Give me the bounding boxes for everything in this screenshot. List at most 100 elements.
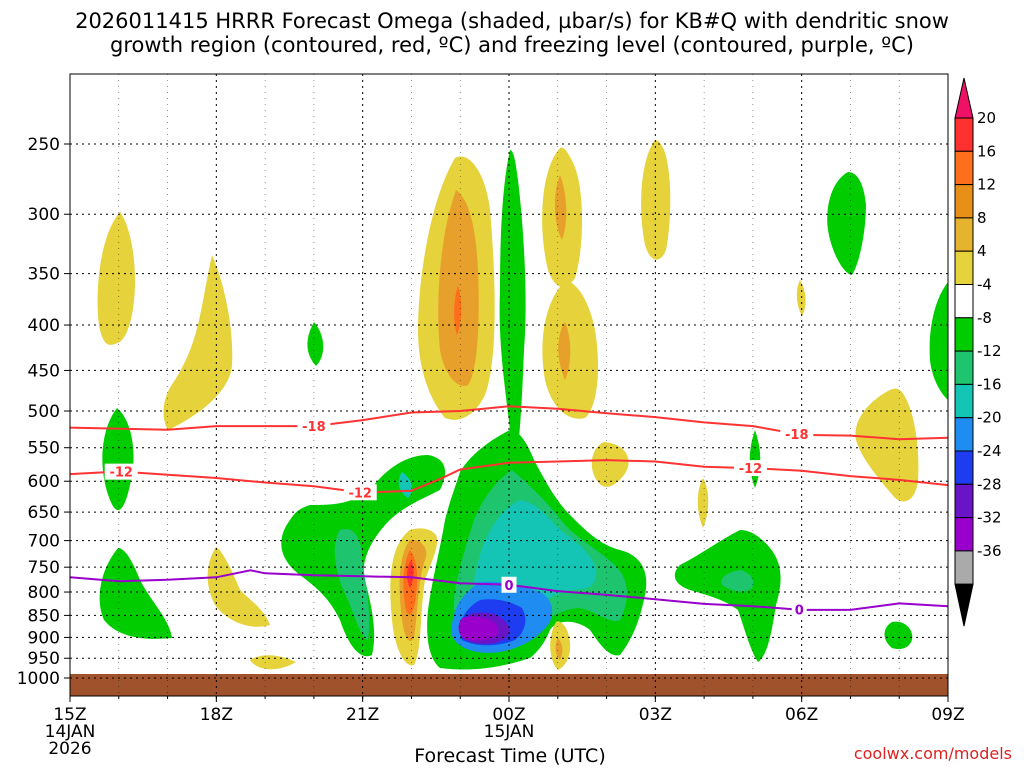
omega-region-green-left-low bbox=[99, 548, 172, 639]
contour-label-dgz-top: -18 bbox=[785, 428, 809, 443]
y-tick-label: 750 bbox=[28, 558, 60, 578]
colorbar-label: -12 bbox=[977, 342, 1002, 360]
chart-title-line-1: 2026011415 HRRR Forecast Omega (shaded, … bbox=[75, 9, 949, 33]
x-tick-label-09Z: 09Z bbox=[931, 705, 964, 725]
chart-title-line-2: growth region (contoured, red, ºC) and f… bbox=[110, 33, 914, 57]
y-tick-label: 450 bbox=[28, 361, 60, 381]
omega-region-yellow-left-top bbox=[97, 212, 135, 345]
x-tick-label-15Z: 15Z bbox=[53, 705, 86, 725]
colorbar-label: 12 bbox=[977, 176, 996, 194]
contour-label-dgz-bottom: -12 bbox=[348, 486, 372, 501]
x-tick-label-06Z: 06Z bbox=[785, 705, 818, 725]
colorbar: 20 16 12 8 4 -4 -8 -12 -16 -20 -24 -28 -32 -36 bbox=[954, 77, 1002, 627]
y-axis: 2503003504004505005506006507007508008509… bbox=[17, 135, 70, 689]
colorbar-box bbox=[954, 217, 974, 252]
colorbar-label: 16 bbox=[977, 142, 996, 160]
colorbar-box bbox=[954, 417, 974, 452]
contour-label-bg bbox=[104, 463, 138, 480]
colorbar-box bbox=[954, 450, 974, 485]
y-tick-label: 500 bbox=[28, 402, 60, 422]
contour-label-bg bbox=[501, 576, 517, 593]
omega-region-yellow-08z bbox=[855, 388, 919, 502]
credit-text: coolwx.com/models bbox=[854, 744, 1012, 763]
colorbar-label: -32 bbox=[977, 509, 1002, 527]
omega-region-green-left bbox=[102, 408, 134, 511]
y-tick-label: 550 bbox=[28, 439, 60, 459]
x-axis-title: Forecast Time (UTC) bbox=[414, 745, 605, 767]
omega-region-green-05z-low bbox=[674, 530, 781, 662]
x-tick-year: 2026 bbox=[48, 739, 91, 759]
omega-region-teal-mid-left bbox=[334, 529, 370, 640]
y-tick-label: 350 bbox=[28, 265, 60, 285]
omega-region-green-small-400 bbox=[307, 322, 324, 366]
omega-region-green-column-00z bbox=[499, 150, 526, 470]
omega-region-yellow-left-mid bbox=[163, 255, 233, 430]
colorbar-top-arrow bbox=[954, 77, 974, 119]
contour-label-dgz-bottom: -12 bbox=[739, 462, 763, 477]
omega-shading bbox=[97, 140, 948, 670]
omega-region-yellow-03z-top bbox=[641, 140, 671, 260]
contour-label-dgz-top: -18 bbox=[302, 420, 326, 435]
colorbar-box bbox=[954, 117, 974, 152]
contour-dgz-bottom bbox=[69, 459, 949, 494]
x-tick-date: 14JAN bbox=[45, 722, 96, 742]
y-tick-label: 800 bbox=[28, 583, 60, 603]
omega-region-violet-low-center bbox=[458, 616, 499, 641]
y-tick-label: 600 bbox=[28, 472, 60, 492]
colorbar-box bbox=[954, 517, 974, 552]
y-tick-label: 250 bbox=[28, 135, 60, 155]
y-tick-label: 900 bbox=[28, 628, 60, 648]
x-tick-label-21Z: 21Z bbox=[346, 705, 379, 725]
omega-region-orange-01z-upper bbox=[554, 175, 567, 240]
omega-region-orange-01z-low bbox=[555, 638, 563, 660]
colorbar-box bbox=[954, 483, 974, 519]
x-tick-label-03Z: 03Z bbox=[639, 705, 672, 725]
y-tick-label: 400 bbox=[28, 316, 60, 336]
colorbar-label: 8 bbox=[977, 209, 987, 227]
colorbar-label: 20 bbox=[977, 109, 996, 127]
omega-region-darkorange-tall-23z bbox=[454, 286, 462, 335]
omega-region-green-08z-low bbox=[884, 621, 913, 650]
colorbar-label: -20 bbox=[977, 409, 1002, 427]
y-tick-label: 700 bbox=[28, 532, 60, 552]
colorbar-box bbox=[954, 550, 974, 585]
contour-label-bg bbox=[297, 418, 331, 435]
y-tick-label: 650 bbox=[28, 503, 60, 523]
omega-region-yellow-bottom-small bbox=[250, 655, 296, 670]
omega-region-red-22z-low bbox=[407, 560, 414, 588]
omega-region-green-07z-top bbox=[827, 172, 866, 275]
y-tick-label: 950 bbox=[28, 649, 60, 669]
x-tick-label-18Z: 18Z bbox=[200, 705, 233, 725]
contour-label-bg bbox=[733, 460, 767, 477]
contours: -18 -18 -12 -12 -12 0 0 bbox=[69, 405, 949, 619]
colorbar-box bbox=[954, 184, 974, 219]
colorbar-bottom-arrow bbox=[954, 583, 974, 627]
contour-label-dgz-bottom: -12 bbox=[109, 466, 133, 481]
omega-region-yellow-02z-600 bbox=[591, 442, 629, 487]
colorbar-label: -16 bbox=[977, 375, 1002, 393]
colorbar-label: -4 bbox=[977, 276, 992, 294]
colorbar-box bbox=[954, 150, 974, 186]
omega-region-teal-05z-low bbox=[721, 570, 754, 592]
colorbar-box bbox=[954, 350, 974, 385]
omega-region-orange-01z-mid bbox=[558, 322, 571, 380]
y-tick-label: 300 bbox=[28, 205, 60, 225]
colorbar-label: -28 bbox=[977, 475, 1002, 493]
contour-label-bg bbox=[780, 426, 814, 443]
y-tick-label: 850 bbox=[28, 606, 60, 626]
contour-label-bg bbox=[791, 601, 807, 618]
colorbar-box bbox=[954, 284, 974, 319]
colorbar-box bbox=[954, 250, 974, 285]
colorbar-box bbox=[954, 383, 974, 419]
contour-label-freezing-level: 0 bbox=[795, 604, 804, 619]
colorbar-label: 4 bbox=[977, 242, 987, 260]
omega-region-yellow-left-low bbox=[207, 547, 270, 627]
y-tick-label: 1000 bbox=[17, 669, 60, 689]
colorbar-label: -36 bbox=[977, 542, 1002, 560]
colorbar-box bbox=[954, 317, 974, 352]
x-tick-date: 15JAN bbox=[484, 722, 535, 742]
contour-label-freezing-level: 0 bbox=[504, 579, 513, 594]
x-tick-label-00Z: 00Z bbox=[492, 705, 525, 725]
